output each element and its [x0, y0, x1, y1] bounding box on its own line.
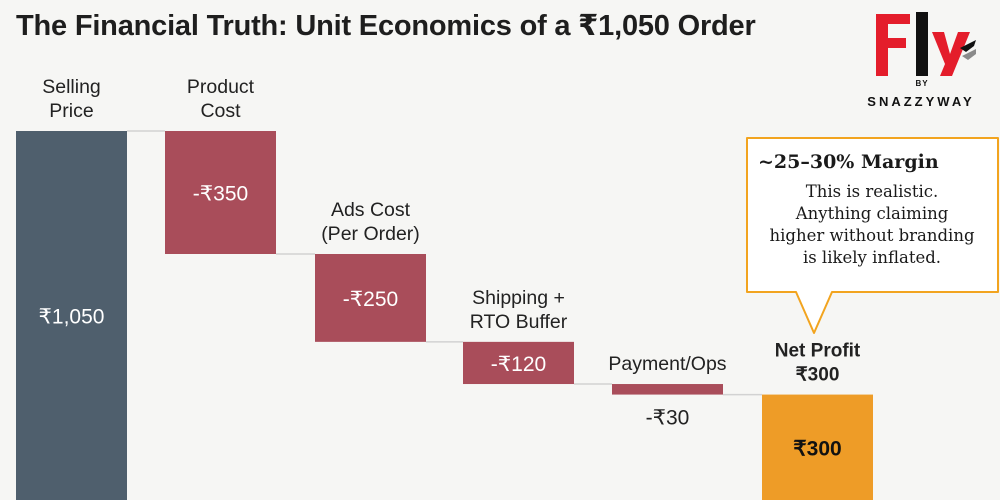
category-label: Selling [42, 76, 101, 98]
category-label: Product [187, 76, 255, 98]
callout-bubble [746, 137, 999, 334]
category-label: Price [49, 100, 93, 122]
bar-value-label: ₹300 [793, 437, 841, 460]
waterfall-bar [463, 341, 574, 385]
callout-heading: ~25–30% Margin [758, 151, 939, 173]
waterfall-bar [315, 254, 426, 342]
category-label: Ads Cost [331, 199, 411, 221]
page-title: The Financial Truth: Unit Economics of a… [16, 10, 756, 42]
category-label: ₹300 [796, 365, 840, 386]
category-label: Payment/Ops [608, 353, 726, 375]
callout-line: is likely inflated. [802, 248, 942, 267]
category-label: Net Profit [775, 341, 861, 362]
callout-body: This is realistic. Anything claiming hig… [746, 181, 998, 269]
brand-name: SNAZZYWAY [867, 94, 975, 109]
category-label: (Per Order) [321, 223, 420, 245]
bar-value-label: ₹1,050 [39, 306, 105, 329]
waterfall-bar [612, 384, 723, 395]
waterfall-bar [16, 131, 127, 500]
bar-value-label: -₹250 [343, 288, 398, 311]
bar-value-label: -₹350 [193, 183, 248, 206]
bar-value-label: -₹120 [491, 353, 546, 376]
waterfall-bar [762, 394, 873, 500]
callout-line: Anything claiming [795, 204, 949, 223]
margin-callout: ~25–30% Margin This is realistic. Anythi… [746, 137, 1000, 334]
bar-value-label: -₹30 [646, 407, 690, 430]
brand-logo: BY SNAZZYWAY [846, 4, 996, 114]
brand-by: BY [915, 79, 929, 88]
callout-line: higher without branding [769, 226, 975, 245]
category-label: Shipping + [472, 287, 565, 309]
category-label: Cost [200, 100, 241, 122]
fly-logo-icon [876, 12, 976, 76]
waterfall-bar [165, 131, 276, 254]
category-label: RTO Buffer [470, 311, 568, 333]
callout-line: This is realistic. [805, 182, 939, 201]
